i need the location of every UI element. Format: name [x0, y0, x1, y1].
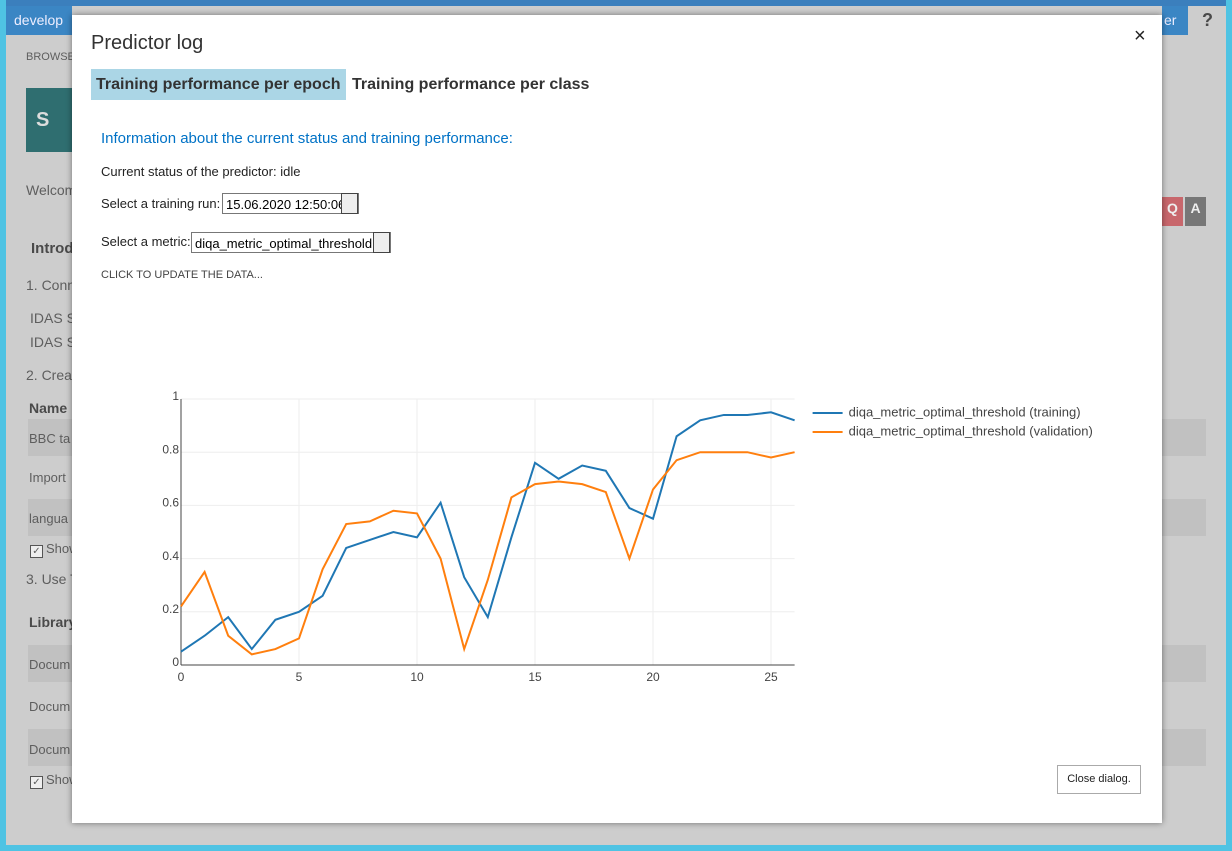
cell-text: Import	[29, 470, 66, 485]
y-tick-label: 1	[172, 389, 179, 403]
column-header: Name	[29, 400, 68, 416]
x-tick-label: 25	[764, 670, 778, 684]
breadcrumb-bar	[6, 6, 72, 35]
x-tick-label: 20	[646, 670, 660, 684]
y-tick-label: 0.4	[162, 549, 179, 563]
section-heading: Information about the current status and…	[101, 130, 513, 147]
column-header: Library	[29, 614, 77, 630]
close-icon[interactable]: ×	[1134, 25, 1146, 47]
x-tick-label: 15	[528, 670, 542, 684]
dropdown-arrow	[341, 193, 358, 214]
y-tick-label: 0	[172, 655, 179, 669]
cell-text: langua	[29, 511, 69, 526]
link-text: IDAS S	[30, 310, 76, 326]
checkbox-text: Show	[46, 541, 79, 556]
y-tick-label: 0.6	[162, 496, 179, 510]
cell-text: Docum	[29, 657, 71, 672]
status-text: Current status of the predictor: idle	[101, 164, 301, 179]
cell-text: Docum	[29, 742, 71, 757]
select-label: Select a metric:	[101, 234, 191, 249]
run-select[interactable]: 15.06.2020 12:50:06	[222, 193, 359, 214]
legend-label: diqa_metric_optimal_threshold (validatio…	[849, 423, 1093, 438]
step-text: 3. Use T	[26, 571, 79, 587]
series-line	[180, 451, 795, 656]
y-tick-label: 0.8	[162, 442, 179, 456]
ribbon-tab: BROWSE	[26, 51, 75, 63]
tab[interactable]: Training performance per class	[352, 76, 590, 93]
link-text: IDAS S	[30, 334, 76, 350]
select-value: diqa_metric_optimal_threshold	[195, 236, 373, 251]
dropdown-arrow	[373, 232, 390, 253]
checkbox-label: ✓ Show	[30, 772, 79, 789]
series-line	[180, 411, 795, 653]
checkbox: ✓	[30, 545, 43, 558]
update-link[interactable]: CLICK TO UPDATE THE DATA...	[101, 269, 263, 281]
tab-active[interactable]: Training performance per epoch	[91, 69, 346, 100]
legend-label: diqa_metric_optimal_threshold (training)	[849, 404, 1081, 419]
help-icon: ?	[1202, 10, 1213, 30]
chart: 0 5 10 15 20 25 0 0.2 0.4 0.6 0.8 1 diqa_metric_opti…	[162, 389, 1093, 684]
select-label: Select a training run:	[101, 196, 221, 211]
x-tick-label: 5	[296, 670, 303, 684]
metric-select[interactable]: diqa_metric_optimal_threshold	[191, 232, 391, 253]
close-button[interactable]: Close dialog.	[1057, 765, 1141, 794]
x-tick-label: 0	[178, 670, 185, 684]
dialog: Predictor log × Training performance per…	[72, 15, 1162, 823]
top-right-bar	[1162, 6, 1188, 35]
dialog-title: Predictor log	[91, 32, 204, 54]
badge: Q	[1162, 197, 1183, 226]
select-value: 15.06.2020 12:50:06	[226, 197, 346, 212]
x-tick-label: 10	[410, 670, 424, 684]
cell-text: Docum	[29, 699, 71, 714]
step-text: 2. Crea	[26, 367, 72, 383]
intro-heading: Introd	[31, 240, 74, 257]
suite-bar	[6, 0, 1226, 6]
checkbox-text: Show	[46, 772, 79, 787]
top-right-text: er	[1164, 12, 1177, 28]
site-logo: S	[26, 88, 72, 152]
badge: A	[1185, 197, 1206, 226]
cell-text: BBC ta	[29, 431, 71, 446]
step-text: 1. Conn	[26, 277, 76, 293]
welcome-text: Welcom	[26, 182, 77, 198]
checkbox-label: ✓ Show	[30, 541, 79, 558]
checkbox: ✓	[30, 776, 43, 789]
y-tick-label: 0.2	[162, 602, 179, 616]
breadcrumb: develop	[14, 12, 64, 28]
